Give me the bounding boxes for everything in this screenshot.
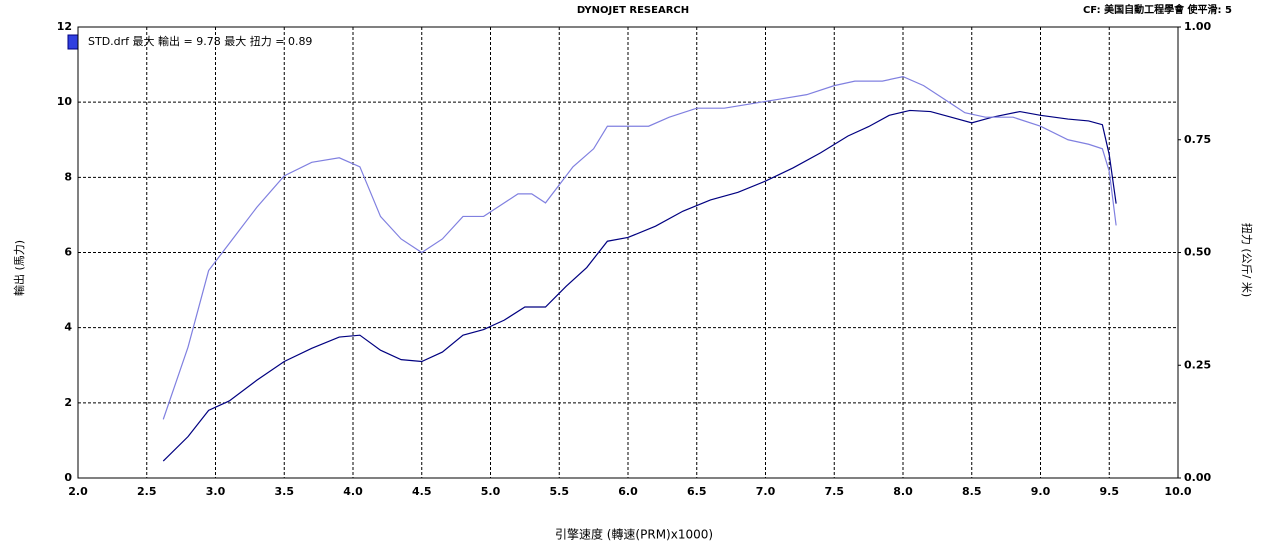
x-tick-label: 8.0 [893, 485, 913, 498]
y-tick-label: 8 [64, 170, 72, 183]
x-tick-label: 7.0 [756, 485, 776, 498]
y-axis-label: 輸出 (馬力) [12, 240, 26, 296]
y2-tick-label: 1.00 [1184, 20, 1211, 33]
x-tick-label: 3.5 [275, 485, 295, 498]
x-tick-label: 6.0 [618, 485, 638, 498]
x-axis-label: 引擎速度 (轉速(PRM)x1000) [555, 527, 713, 542]
x-tick-label: 10.0 [1164, 485, 1191, 498]
chart-title: DYNOJET RESEARCH [577, 5, 689, 16]
x-tick-label: 3.0 [206, 485, 226, 498]
x-tick-label: 7.5 [825, 485, 845, 498]
data-line [162, 109, 1117, 462]
y-tick-label: 10 [57, 95, 73, 108]
x-tick-label: 4.5 [412, 485, 432, 498]
legend-swatch [67, 34, 79, 50]
x-tick-label: 9.0 [1031, 485, 1051, 498]
y-tick-label: 6 [64, 246, 72, 259]
y2-axis-label: 扭力 (公斤/ 米) [1240, 223, 1254, 297]
x-tick-label: 2.5 [137, 485, 157, 498]
x-tick-label: 2.0 [68, 485, 88, 498]
x-tick-label: 6.5 [687, 485, 707, 498]
x-tick-label: 9.5 [1100, 485, 1120, 498]
x-tick-label: 8.5 [962, 485, 982, 498]
y2-tick-label: 0.75 [1184, 133, 1211, 146]
y2-tick-label: 0.00 [1184, 471, 1211, 484]
y-tick-label: 0 [64, 471, 72, 484]
x-tick-label: 4.0 [343, 485, 363, 498]
plot-border [77, 26, 1179, 479]
data-line [162, 75, 1117, 420]
y2-tick-label: 0.25 [1184, 358, 1211, 371]
x-tick-label: 5.0 [481, 485, 501, 498]
chart-subtitle: CF: 美国自動工程學會 使平滑: 5 [1083, 3, 1232, 16]
y-tick-label: 2 [64, 396, 72, 409]
y2-tick-label: 0.50 [1184, 246, 1211, 259]
legend-text: STD.drf 最大 輸出 = 9.78 最大 扭力 = 0.89 [88, 34, 312, 48]
y-tick-label: 4 [64, 321, 72, 334]
x-tick-label: 5.5 [550, 485, 570, 498]
y-tick-label: 12 [57, 20, 72, 33]
